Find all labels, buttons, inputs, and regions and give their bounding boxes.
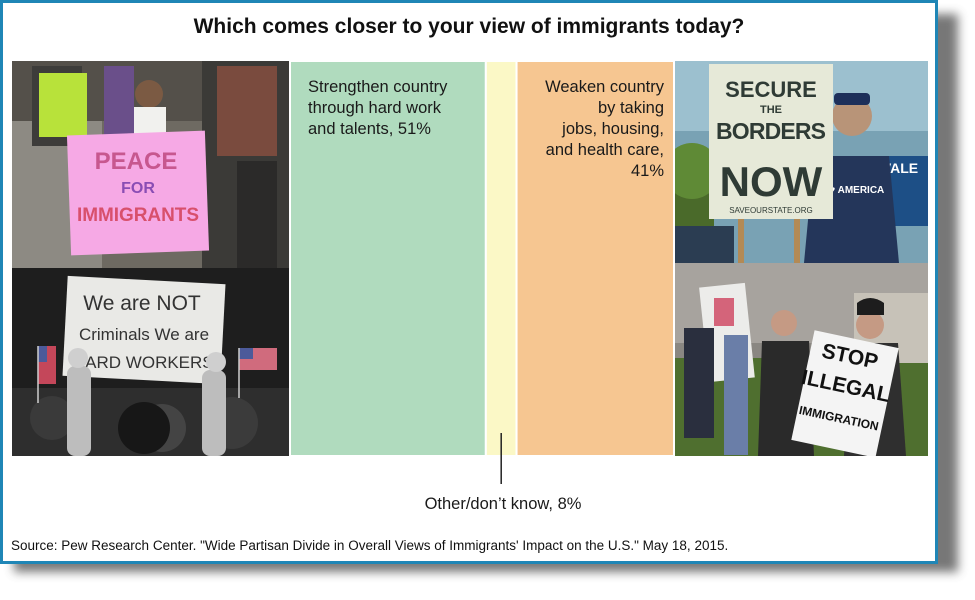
sign-line: FOR [121, 180, 155, 197]
photo-stop-illegal-immigration: STOP ILLEGAL IMMIGRATION [674, 263, 928, 456]
data-label-line: jobs, housing, [562, 120, 664, 138]
sign-footer: SAVEOURSTATE.ORG [729, 206, 813, 215]
sign-line: NOW [720, 158, 823, 205]
sign-line: PEACE [95, 148, 178, 175]
data-label-other: Other/don’t know, 8% [424, 495, 582, 513]
data-label-line: and talents, 51% [308, 120, 431, 138]
sign-line: Criminals We are [79, 325, 209, 344]
data-label-line: and health care, [545, 141, 664, 159]
stacked-bar-chart [289, 60, 675, 484]
sign-line: THE [760, 104, 782, 116]
background-sign-text: VALE [882, 160, 918, 176]
photo-peace-for-immigrants: PEACE FOR IMMIGRANTS [12, 61, 290, 268]
data-label-line: Weaken country [545, 78, 664, 96]
shirt-text: I ♥ AMERICA [824, 185, 885, 196]
figure-frame: Which comes closer to your view of immig… [0, 0, 938, 564]
data-label-line: Strengthen country [308, 78, 448, 96]
sign-line: SECURE [725, 77, 817, 102]
data-label-line: 41% [630, 162, 664, 180]
source-note: Source: Pew Research Center. "Wide Parti… [11, 538, 729, 553]
chart-title: Which comes closer to your view of immig… [193, 15, 745, 38]
bar-other [484, 60, 518, 457]
flag-icon [37, 346, 56, 403]
photo-secure-the-borders: VALE I ♥ AMERICA SECURE THE BORDERS NOW … [674, 61, 928, 263]
data-label-strengthen: Strengthen country through hard work and t… [308, 77, 447, 140]
data-label-line: through hard work [308, 99, 441, 117]
data-label-line: by taking [597, 99, 664, 117]
yellow-sign [39, 73, 87, 137]
flag-icon [238, 348, 277, 398]
bar-weaken [515, 60, 675, 457]
sign-line: BORDERS [716, 118, 826, 144]
data-label-weaken: Weaken country by taking jobs, housing, and… [545, 77, 664, 182]
sign-line: We are NOT [83, 292, 201, 315]
photo-not-criminals: We are NOT Criminals We are HARD WORKERS… [12, 268, 290, 456]
sign-line: IMMIGRANTS [77, 205, 199, 226]
sign-line: HARD WORKERS!! [73, 353, 223, 372]
